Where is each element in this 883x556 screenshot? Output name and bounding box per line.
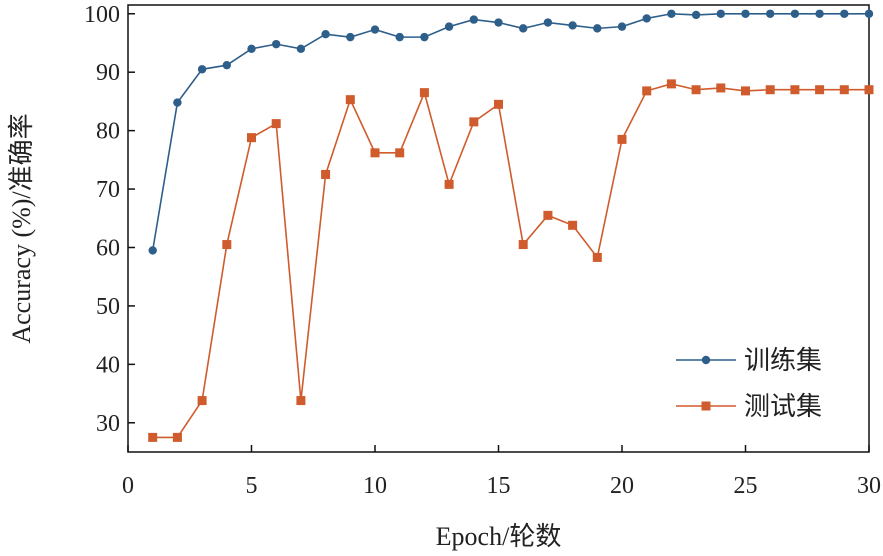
x-axis-label: Epoch/轮数 [436, 522, 562, 551]
data-point [222, 60, 231, 70]
y-tick-label: 30 [96, 411, 120, 437]
data-point [197, 65, 207, 74]
tick-group: 0 5 10 15 20 25 30 30 40 50 60 70 80 90 100 [84, 2, 881, 499]
data-point [716, 83, 726, 93]
data-point [494, 99, 503, 109]
data-point [395, 148, 405, 158]
data-point [469, 15, 478, 24]
y-tick-label: 40 [96, 352, 120, 378]
x-tick-label: 0 [122, 473, 134, 499]
data-point [444, 22, 454, 31]
y-axis-label: Accuracy (%)/准确率 [7, 113, 36, 343]
data-point [741, 86, 750, 96]
data-point [593, 24, 602, 33]
x-tick-label: 15 [487, 473, 511, 499]
data-point [197, 396, 207, 406]
data-point [617, 22, 627, 31]
data-point [148, 432, 158, 442]
data-point [790, 9, 800, 18]
data-point [666, 79, 676, 89]
data-point [519, 24, 528, 33]
x-tick-label: 25 [734, 473, 758, 499]
data-point [420, 32, 429, 42]
data-point [469, 117, 479, 127]
data-point [296, 396, 306, 406]
data-point [667, 9, 676, 18]
legend-marker [701, 401, 711, 411]
data-point [815, 85, 825, 95]
y-tick-label: 50 [96, 294, 120, 320]
x-tick-label: 30 [857, 473, 881, 499]
data-point [642, 86, 652, 96]
data-point [222, 240, 232, 250]
data-point [370, 148, 380, 158]
legend-label: 测试集 [744, 392, 822, 422]
series-1 [148, 9, 874, 255]
data-point [864, 85, 874, 95]
data-point [296, 44, 306, 54]
data-point [444, 179, 454, 189]
data-point [346, 32, 355, 42]
data-point [864, 9, 874, 18]
y-tick-label: 70 [96, 177, 120, 203]
x-tick-label: 10 [363, 473, 387, 499]
data-point [321, 30, 330, 39]
data-point [617, 134, 627, 144]
data-point [839, 85, 849, 95]
data-point [716, 9, 725, 18]
y-tick-label: 60 [96, 235, 120, 261]
y-tick-label: 90 [96, 60, 120, 86]
data-point [815, 9, 824, 18]
legend-item-1: 训练集 [676, 346, 822, 376]
plot-frame [127, 4, 870, 453]
data-point [568, 21, 577, 30]
series-2 [148, 79, 874, 442]
series-line [152, 83, 869, 439]
legend-label: 训练集 [744, 346, 822, 376]
data-point [395, 32, 404, 42]
data-point [172, 432, 182, 442]
legend-marker [701, 355, 711, 365]
data-point [272, 39, 281, 49]
data-point [765, 85, 775, 95]
legend-item-2: 测试集 [676, 392, 822, 422]
data-point [790, 85, 800, 95]
data-point [543, 210, 553, 220]
y-tick-label: 80 [96, 119, 120, 145]
x-tick-label: 5 [246, 473, 258, 499]
data-point [691, 85, 701, 95]
data-point [148, 246, 157, 255]
x-tick-label: 20 [610, 473, 634, 499]
data-point [568, 220, 578, 230]
data-point [494, 18, 503, 27]
data-point [518, 240, 528, 250]
data-point [247, 133, 256, 143]
data-point [543, 18, 553, 27]
data-point [691, 10, 701, 20]
data-point [766, 9, 775, 18]
data-point [345, 95, 355, 105]
data-point [741, 9, 750, 18]
data-point [173, 98, 182, 107]
data-point [247, 44, 256, 54]
series-group [148, 9, 874, 442]
data-point [592, 252, 602, 262]
data-point [271, 119, 281, 129]
data-point [370, 25, 380, 34]
data-point [321, 169, 331, 179]
y-tick-label: 100 [84, 2, 120, 28]
data-point [840, 9, 849, 18]
data-point [642, 14, 651, 23]
data-point [419, 88, 429, 98]
